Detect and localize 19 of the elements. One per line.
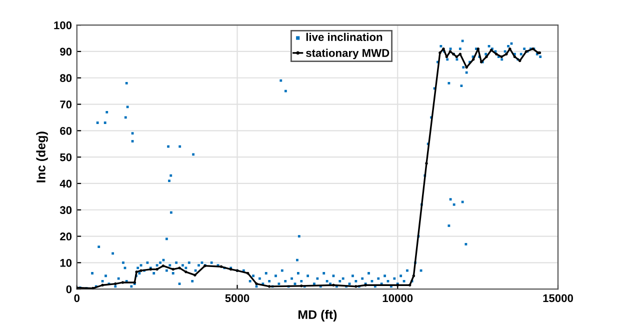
y-tick-label: 100 <box>54 21 72 30</box>
legend-label: stationary MWD <box>306 48 390 60</box>
y-tick-label: 30 <box>60 206 72 214</box>
x-axis-title: MD (ft) <box>298 310 337 322</box>
y-tick-label: 80 <box>60 74 72 82</box>
y-tick-label: 40 <box>60 180 72 188</box>
y-tick-label: 90 <box>60 48 72 56</box>
y-tick-label: 50 <box>60 153 72 162</box>
y-tick-label: 60 <box>60 126 72 135</box>
y-tick-label: 20 <box>60 232 72 240</box>
y-tick-label: 70 <box>60 100 72 108</box>
y-axis-title: Inc (deg) <box>36 132 48 182</box>
y-tick-label: 10 <box>60 258 72 267</box>
x-tick-label: 0 <box>74 294 80 302</box>
x-tick-label: 15000 <box>543 294 573 302</box>
legend-label: live inclination <box>306 32 382 42</box>
x-tick-label: 5000 <box>225 294 250 302</box>
y-tick-label: 0 <box>66 285 72 294</box>
x-tick-label: 10000 <box>382 294 413 302</box>
